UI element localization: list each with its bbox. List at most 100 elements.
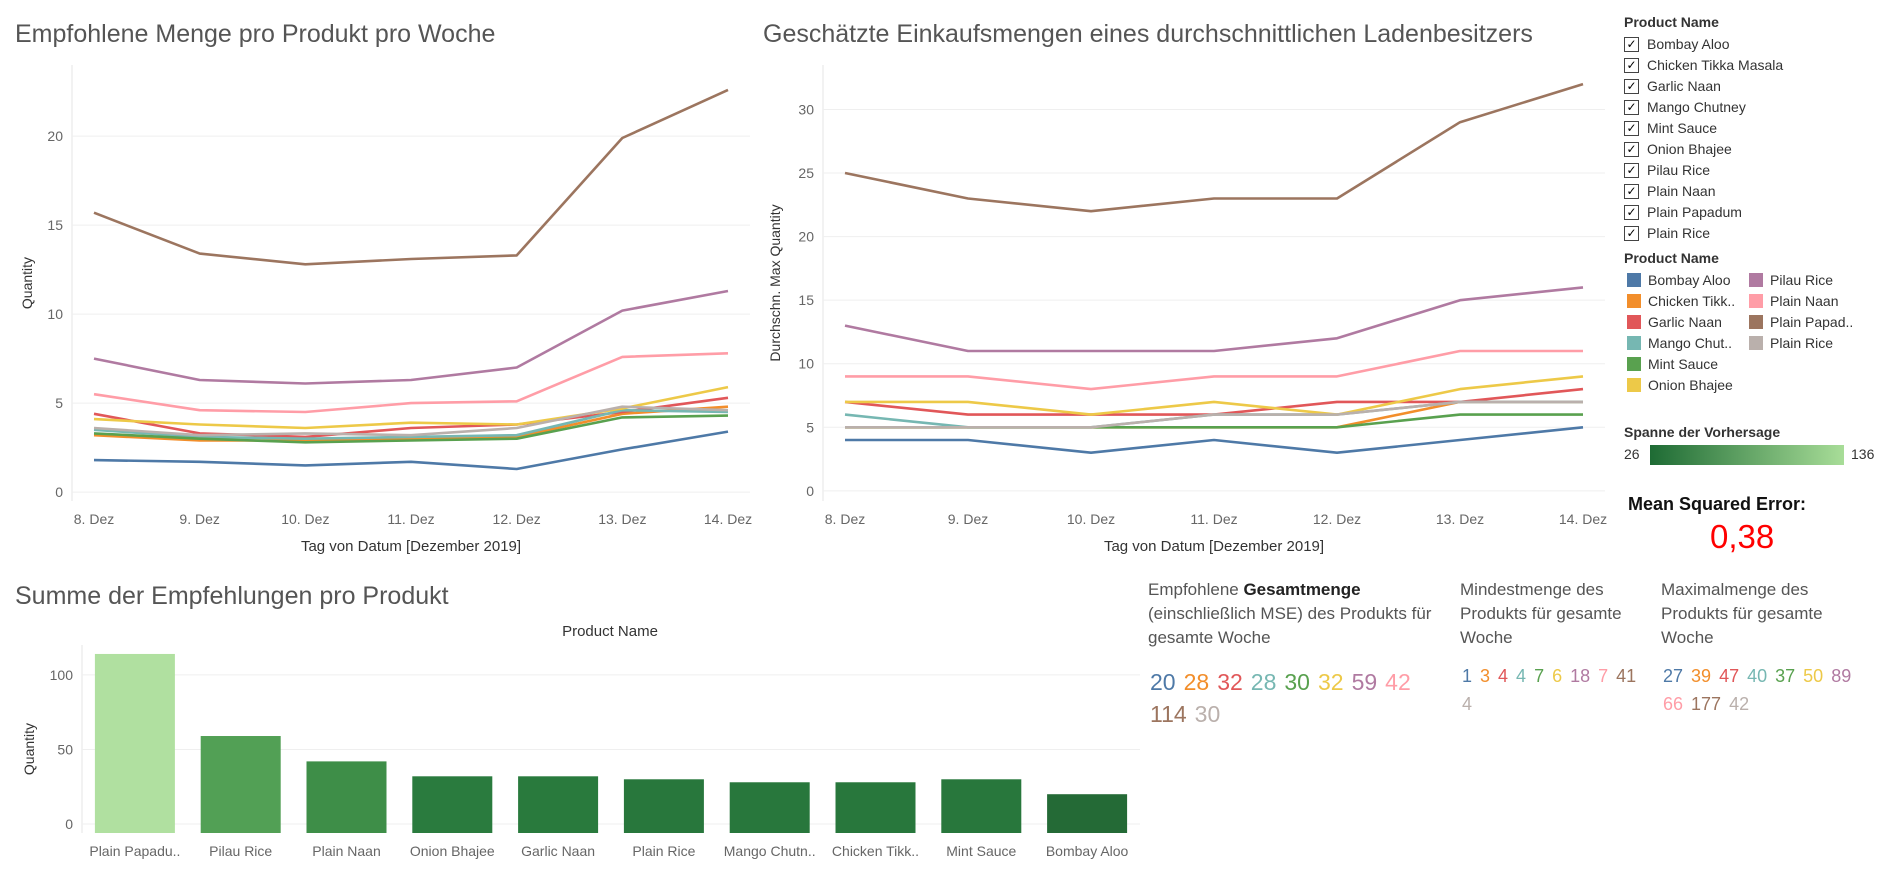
quantity-line-chart: 0 5 10 15 20 8. Dez 9. Dez 10. Dez 11. Dez 12. De… [19,65,752,555]
x-tick-label: 9. Dez [948,511,988,527]
x-tick-label: Plain Rice [632,843,695,859]
series-line-plain-rice [93,405,729,437]
kpi-min-value-mango-chutney: 4 [1516,666,1527,686]
x-tick-label: 11. Dez [1190,511,1237,527]
legend-item-chicken-tikk[interactable]: Chicken Tikk.. [1627,291,1735,311]
series-line-pilau-rice [844,286,1584,353]
x-axis-title: Tag von Datum [Dezember 2019] [301,538,521,555]
checkbox-checked-icon[interactable]: ✓ [1624,204,1639,220]
gradient-legend: Spanne der Vorhersage 26 136 [1624,422,1884,472]
filter-item-label: Plain Papadum [1647,204,1742,220]
filter-item-label: Garlic Naan [1647,78,1721,94]
kpi-max-value-mango-chutney: 40 [1747,666,1768,686]
legend-item-onion-bhajee[interactable]: Onion Bhajee [1627,375,1733,395]
color-legend: Product Name Bombay Aloo Chicken Tikk.. Ga… [1624,248,1884,408]
x-tick-label: 8. Dez [825,511,865,527]
y-tick-label: 20 [47,128,63,144]
checkbox-checked-icon[interactable]: ✓ [1624,141,1639,157]
y-axis-title: Quantity [19,257,35,309]
filter-item-label: Mint Sauce [1647,120,1718,136]
filter-item-mango-chutney[interactable]: ✓ Mango Chutney [1624,97,1746,117]
kpi-total-value-onion-bhajee: 32 [1317,669,1344,695]
x-tick-label: 14. Dez [704,511,752,527]
y-tick-label: 50 [57,741,73,757]
legend-label: Onion Bhajee [1648,377,1733,393]
kpi-max-heading: Maximalmenge des Produkts für gesamte Wo… [1661,580,1823,647]
kpi-min-value-onion-bhajee: 6 [1552,666,1563,686]
series-line-plain-papadum [844,82,1584,213]
kpi-total-values: 20 28 32 28 30 32 59 42 114 30 [1150,666,1440,730]
x-tick-label: 9. Dez [179,511,219,527]
legend-item-plain-rice[interactable]: Plain Rice [1749,333,1833,353]
legend-label: Pilau Rice [1770,272,1834,288]
filter-item-label: Plain Naan [1647,183,1716,199]
x-tick-label: 10. Dez [281,511,329,527]
checkbox-checked-icon[interactable]: ✓ [1624,57,1639,73]
series-line-chicken-tikka-masala [93,405,729,442]
x-tick-label: Chicken Tikk.. [832,843,919,859]
legend-label: Plain Rice [1770,335,1834,351]
checkbox-checked-icon[interactable]: ✓ [1624,36,1639,52]
filter-item-label: Onion Bhajee [1647,141,1732,157]
filter-title: Product Name [1624,14,1719,30]
product-filter: Product Name ✓ Bombay Aloo ✓ Chicken Tikka … [1624,12,1884,242]
chart3-title: Summe der Empfehlungen pro Produkt [15,582,449,610]
checkbox-checked-icon[interactable]: ✓ [1624,78,1639,94]
x-tick-label: Plain Papadu.. [89,843,180,859]
y-tick-label: 0 [65,816,73,832]
bar-plain-papadu [94,653,175,833]
filter-item-mint-sauce[interactable]: ✓ Mint Sauce [1624,118,1717,138]
legend-item-mint-sauce[interactable]: Mint Sauce [1627,354,1718,374]
series-line-onion-bhajee [93,385,729,430]
series-line-onion-bhajee [845,375,1584,416]
legend-item-plain-naan[interactable]: Plain Naan [1749,291,1839,311]
filter-item-plain-papadum[interactable]: ✓ Plain Papadum [1624,202,1742,222]
x-tick-label: 12. Dez [493,511,541,527]
filter-item-plain-rice[interactable]: ✓ Plain Rice [1624,223,1710,243]
filter-item-bombay-aloo[interactable]: ✓ Bombay Aloo [1624,34,1730,54]
y-tick-label: 0 [55,484,63,500]
kpi-max-value-onion-bhajee: 50 [1803,666,1824,686]
kpi-min-value-mint-sauce: 7 [1534,666,1545,686]
x-tick-label: Plain Naan [312,843,381,859]
kpi-min-value-chicken-tikka-masala: 3 [1480,666,1491,686]
x-tick-label: 11. Dez [387,511,434,527]
color-legend-title: Product Name [1624,250,1719,266]
bar-mint-sauce [941,779,1022,833]
kpi-total-value-garlic-naan: 32 [1217,669,1243,695]
y-tick-label: 5 [55,395,63,411]
chart1-title: Empfohlene Menge pro Produkt pro Woche [15,20,496,48]
legend-label: Plain Naan [1770,293,1839,309]
series-line-plain-papadum [93,88,729,266]
filter-item-onion-bhajee[interactable]: ✓ Onion Bhajee [1624,139,1732,159]
legend-swatch [1627,294,1641,308]
checkbox-checked-icon[interactable]: ✓ [1624,225,1639,241]
series-line-plain-naan [93,352,729,414]
legend-item-garlic-naan[interactable]: Garlic Naan [1627,312,1722,332]
kpi-total-value-plain-papadum: 114 [1150,701,1187,727]
legend-swatch [1627,357,1641,371]
bar-chart-header: Product Name [562,623,658,640]
kpi-min-value-plain-rice: 4 [1462,694,1473,714]
x-tick-label: 13. Dez [598,511,646,527]
max-quantity-line-chart: 0 5 10 15 20 25 30 8. Dez 9. Dez 10. Dez 11. Dez 12… [767,65,1607,555]
bar-garlic-naan [518,776,599,833]
legend-item-plain-papad[interactable]: Plain Papad.. [1749,312,1853,332]
filter-item-garlic-naan[interactable]: ✓ Garlic Naan [1624,76,1721,96]
legend-item-bombay-aloo[interactable]: Bombay Aloo [1627,270,1731,290]
checkbox-checked-icon[interactable]: ✓ [1624,162,1639,178]
bar-plain-rice [623,779,704,833]
checkbox-checked-icon[interactable]: ✓ [1624,120,1639,136]
kpi-total-value-mint-sauce: 30 [1284,669,1310,695]
filter-item-chicken-tikka-masala[interactable]: ✓ Chicken Tikka Masala [1624,55,1783,75]
x-tick-label: Mint Sauce [946,843,1016,859]
filter-item-pilau-rice[interactable]: ✓ Pilau Rice [1624,160,1710,180]
checkbox-checked-icon[interactable]: ✓ [1624,99,1639,115]
y-tick-label: 10 [798,356,814,372]
legend-item-pilau-rice[interactable]: Pilau Rice [1749,270,1833,290]
legend-item-mango-chut[interactable]: Mango Chut.. [1627,333,1732,353]
x-tick-label: 13. Dez [1436,511,1484,527]
checkbox-checked-icon[interactable]: ✓ [1624,183,1639,199]
series-line-garlic-naan [93,396,729,439]
filter-item-plain-naan[interactable]: ✓ Plain Naan [1624,181,1716,201]
